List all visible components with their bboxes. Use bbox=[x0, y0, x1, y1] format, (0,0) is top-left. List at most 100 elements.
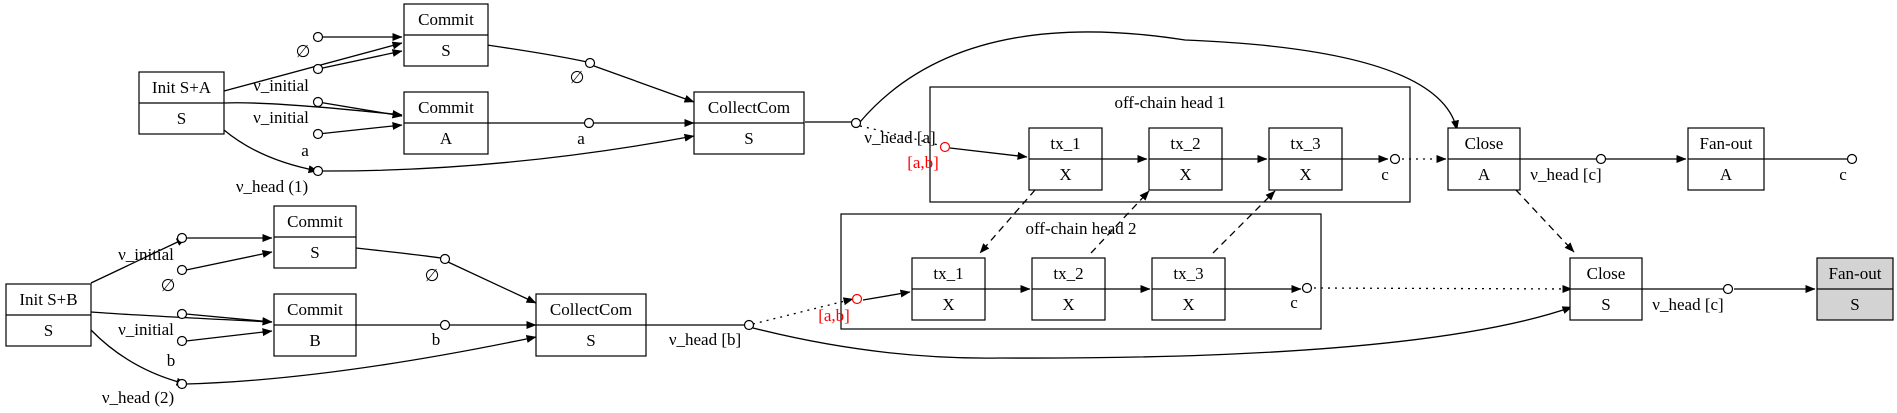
node-init-s-plus-a: Init S+A S bbox=[138, 71, 225, 135]
port-a-b-head1 bbox=[939, 141, 951, 153]
node-party: S bbox=[1850, 295, 1859, 314]
port-v-head-2 bbox=[176, 378, 188, 390]
node-commit-s-head1: Commit S bbox=[403, 3, 489, 67]
node-head1-tx-3: tx_3 X bbox=[1268, 127, 1343, 191]
node-commit-b: Commit B bbox=[273, 293, 357, 357]
label-empty-set: ∅ bbox=[570, 68, 585, 87]
node-title: CollectCom bbox=[708, 98, 790, 117]
label-v-head-a: ν_head [a] bbox=[864, 128, 935, 147]
label-v-initial: ν_initial bbox=[118, 245, 174, 264]
node-title: tx_1 bbox=[933, 264, 963, 283]
node-head1-tx-2: tx_2 X bbox=[1148, 127, 1223, 191]
node-party: S bbox=[310, 243, 319, 262]
port-v-head-c-s bbox=[1722, 283, 1734, 295]
edge-labels: ∅ ν_initial ν_initial a ν_head (1) ∅ a ν… bbox=[102, 42, 1847, 407]
node-collectcom-head2: CollectCom S bbox=[535, 293, 647, 357]
label-v-initial: ν_initial bbox=[253, 108, 309, 127]
node-party: S bbox=[586, 331, 595, 350]
node-title: tx_1 bbox=[1050, 134, 1080, 153]
port-empty-bottom bbox=[176, 264, 188, 276]
node-fan-out-s: Fan-out S bbox=[1816, 257, 1894, 321]
label-b: b bbox=[167, 351, 176, 370]
node-party: X bbox=[1179, 165, 1191, 184]
node-party: S bbox=[744, 129, 753, 148]
label-a-b-head2: [a,b] bbox=[818, 306, 850, 325]
port-v-initial-sb-1 bbox=[176, 232, 188, 244]
label-v-head-c: ν_head [c] bbox=[1530, 165, 1601, 184]
node-title: Commit bbox=[418, 98, 474, 117]
node-party: S bbox=[177, 109, 186, 128]
node-fan-out-a: Fan-out A bbox=[1687, 127, 1765, 191]
node-party: A bbox=[1478, 165, 1491, 184]
node-party: A bbox=[440, 129, 453, 148]
port-empty-commit-s2 bbox=[439, 253, 451, 265]
node-head2-tx-3: tx_3 X bbox=[1151, 257, 1226, 321]
node-title: Commit bbox=[418, 10, 474, 29]
node-title: Fan-out bbox=[1700, 134, 1753, 153]
node-title: tx_3 bbox=[1290, 134, 1320, 153]
node-collectcom-head1: CollectCom S bbox=[693, 91, 805, 155]
node-title: Close bbox=[1587, 264, 1626, 283]
port-empty-commit-s1 bbox=[584, 57, 596, 69]
node-head2-tx-2: tx_2 X bbox=[1031, 257, 1106, 321]
port-b-commit bbox=[439, 319, 451, 331]
node-close-a: Close A bbox=[1447, 127, 1521, 191]
port-a-commit bbox=[583, 117, 595, 129]
node-commit-s-head2: Commit S bbox=[273, 205, 357, 269]
label-a: a bbox=[577, 129, 585, 148]
label-a-b-head1: [a,b] bbox=[907, 153, 939, 172]
label-a: a bbox=[301, 141, 309, 160]
node-party: X bbox=[942, 295, 954, 314]
node-party: A bbox=[1720, 165, 1733, 184]
node-party: S bbox=[441, 41, 450, 60]
node-title: CollectCom bbox=[550, 300, 632, 319]
ports bbox=[176, 31, 1858, 390]
label-b: b bbox=[432, 330, 441, 349]
node-party: X bbox=[1062, 295, 1074, 314]
label-c: c bbox=[1381, 165, 1389, 184]
label-v-initial: ν_initial bbox=[118, 320, 174, 339]
label-empty-set: ∅ bbox=[161, 276, 176, 295]
node-commit-a: Commit A bbox=[403, 91, 489, 155]
port-v-head-b bbox=[743, 319, 755, 331]
node-title: Commit bbox=[287, 300, 343, 319]
node-title: tx_2 bbox=[1170, 134, 1200, 153]
node-title: tx_3 bbox=[1173, 264, 1203, 283]
node-party: X bbox=[1182, 295, 1194, 314]
node-title: Init S+A bbox=[152, 78, 212, 97]
port-empty-top bbox=[312, 31, 324, 43]
port-v-initial-sa-1 bbox=[312, 63, 324, 75]
port-v-head-c-a bbox=[1595, 153, 1607, 165]
label-v-head-b: ν_head [b] bbox=[669, 330, 741, 349]
node-init-s-plus-b: Init S+B S bbox=[5, 283, 92, 347]
label-empty-set: ∅ bbox=[296, 42, 311, 61]
port-b-input bbox=[176, 335, 188, 347]
label-v-head-c: ν_head [c] bbox=[1652, 295, 1723, 314]
node-title: Init S+B bbox=[19, 290, 77, 309]
edges bbox=[90, 31, 1848, 386]
cluster-title: off-chain head 1 bbox=[1114, 93, 1225, 112]
label-c: c bbox=[1839, 165, 1847, 184]
node-close-s: Close S bbox=[1569, 257, 1643, 321]
port-v-initial-sa-2 bbox=[312, 96, 324, 108]
node-title: tx_2 bbox=[1053, 264, 1083, 283]
port-a-b-head2 bbox=[851, 293, 863, 305]
node-party: X bbox=[1059, 165, 1071, 184]
node-party: X bbox=[1299, 165, 1311, 184]
node-title: Close bbox=[1465, 134, 1504, 153]
node-head1-tx-1: tx_1 X bbox=[1028, 127, 1103, 191]
port-v-head-a bbox=[850, 117, 862, 129]
port-a-input bbox=[312, 128, 324, 140]
port-c-head2 bbox=[1301, 282, 1313, 294]
node-party: B bbox=[309, 331, 320, 350]
node-party: S bbox=[1601, 295, 1610, 314]
port-c-head1 bbox=[1389, 153, 1401, 165]
port-v-head-1 bbox=[312, 165, 324, 177]
label-v-head-1: ν_head (1) bbox=[236, 177, 308, 196]
port-c-fanout-a bbox=[1846, 153, 1858, 165]
port-v-initial-sb-2 bbox=[176, 308, 188, 320]
node-title: Fan-out bbox=[1829, 264, 1882, 283]
node-party: S bbox=[44, 321, 53, 340]
cluster-off-chain-head-1: off-chain head 1 bbox=[929, 86, 1411, 203]
